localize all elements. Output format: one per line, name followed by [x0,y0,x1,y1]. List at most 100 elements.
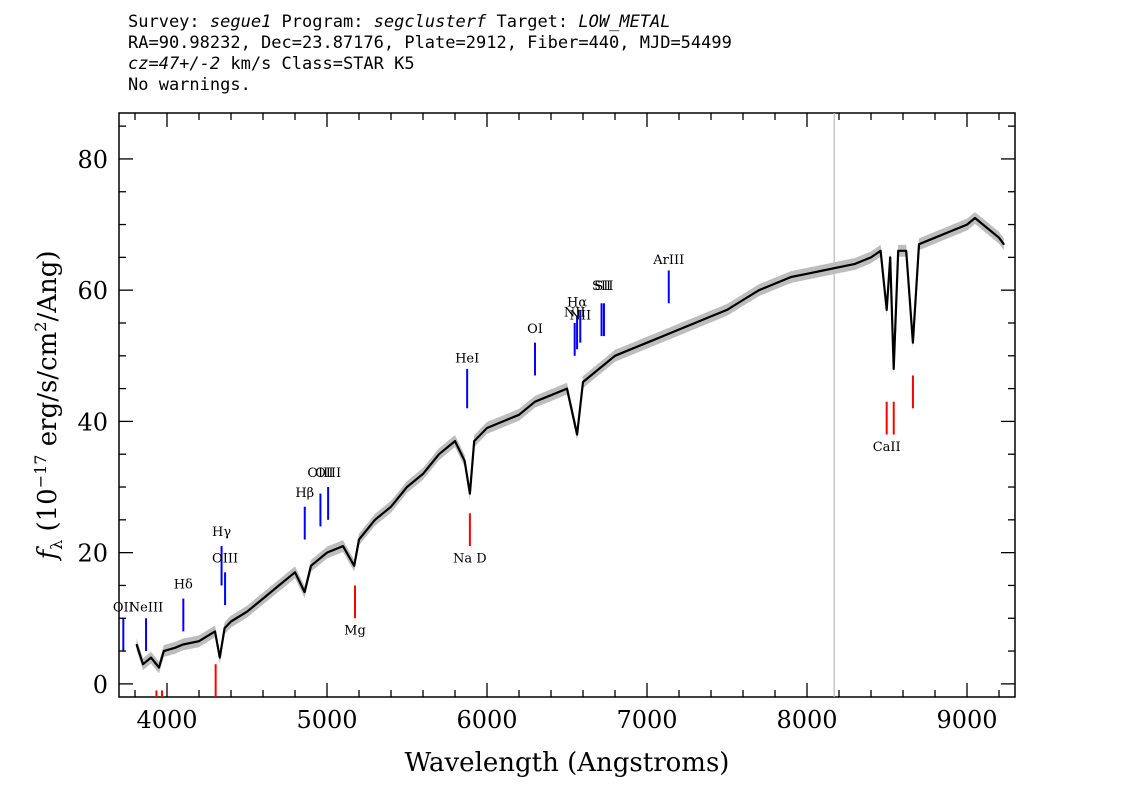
spectrum-point [150,656,152,659]
spectrum-point [576,433,578,436]
spectral-line-label: CaII [873,440,901,455]
program-label: Program: [271,12,374,32]
spectrum-point [374,519,376,521]
spectrum-point [390,505,392,508]
spectrum-point [598,368,600,370]
spectrum-point [246,610,248,613]
y-tick-label: 0 [93,671,108,699]
x-tick-label: 4000 [136,706,197,734]
spectral-line-label: OII [113,601,134,616]
spectrum-point [518,414,520,416]
header-line-4: No warnings. [128,75,251,95]
spectrum-point [174,646,176,649]
spectrum-point [838,266,840,269]
spectrum-point [310,564,312,567]
spectrum-point [294,571,296,574]
spectrum-point [974,217,976,219]
spectrum-point [966,223,968,226]
redshift-value: cz=47+/-2 [128,54,221,74]
spectrum-point [454,440,456,442]
spectrum-point [135,643,138,646]
spectrum-point [892,368,895,370]
spectrum-point [998,236,1000,239]
header-line-2: RA=90.98232, Dec=23.87176, Plate=2912, F… [128,33,732,53]
y-tick-label: 20 [77,540,108,568]
target-label: Target: [486,12,579,32]
spectrum-point [163,650,165,652]
spectral-line-label: HeI [455,351,479,366]
spectrum-point [905,249,907,252]
spectrum-point [885,309,888,311]
spectrum-point [912,341,914,344]
spectrum-point [662,335,664,337]
spectrum-point [214,630,216,633]
spectrum-point [262,597,264,600]
y-tick-label: 40 [77,408,108,436]
spectral-line-label: Hα [567,296,587,311]
x-tick-label: 6000 [456,706,517,734]
spectrum-point [534,400,536,403]
class-value: km/s Class=STAR K5 [220,54,415,74]
x-tick-label: 7000 [616,706,677,734]
spectral-line-label: OI [527,322,543,337]
spectral-lines-layer: OIINeIIIHδHγOIIIHβOIIIOIIIHeIOINIIHαNIIS… [113,253,914,697]
spectrum-point [870,256,872,259]
spectrum-point [326,551,328,554]
x-tick-label: 5000 [296,706,357,734]
spectrum-point [889,256,891,259]
spectrum-point [678,328,680,331]
spectrum-point [502,420,504,423]
spectrum-point [358,538,360,541]
spectrum-point [646,341,648,344]
spectrum-point [918,243,920,246]
spectrum-point [223,627,226,629]
spectrum-point [758,289,760,291]
spectrum-point [422,473,424,475]
target-value: LOW_METAL [578,12,671,32]
x-tick-label: 9000 [936,706,997,734]
spectral-line-label: Na D [453,551,487,566]
spectrum-point [614,354,616,357]
spectrum-point [990,230,992,232]
spectrum-point [473,440,476,442]
spectrum-point [950,230,952,232]
spectral-line-label: NII [569,309,591,324]
spectral-line-label: NeIII [129,601,163,616]
header-line-1: Survey: segue1 Program: segclusterf Targ… [128,12,732,33]
plot-frame [118,112,1016,698]
spectrum-point [934,236,936,239]
spectrum-point [303,591,306,593]
spectrum-point [566,387,568,390]
spectral-line-label: Hγ [212,525,231,540]
header-line-3: cz=47+/-2 km/s Class=STAR K5 [128,54,732,75]
ticks-layer: 4000 5000 6000 7000 8000 9000 0 20 40 60 80 [77,113,1015,734]
spectrum-point [710,315,712,318]
spectral-line-label: ArIII [652,253,684,268]
spectrum-point [342,545,344,547]
spectral-line-label: OIII [307,466,333,481]
spectrum-point [219,656,221,659]
survey-label: Survey: [128,12,210,32]
spectrum-point [406,486,408,488]
spectrum-point [278,584,280,587]
y-tick-label: 60 [77,277,108,305]
spectrum-point [486,427,488,429]
spectrum-point [694,322,696,324]
spectrum-point [469,492,471,495]
spectrum-header: Survey: segue1 Program: segclusterf Targ… [128,12,732,96]
spectral-line-label: Hβ [295,486,314,501]
spectrum-point [230,620,232,623]
spectrum-point [897,249,899,252]
spectrum-point [182,643,184,646]
spectral-line-label: SII [592,279,611,294]
series-layer [135,212,1005,674]
spectrum-point [854,263,856,265]
spectrum-point [806,272,808,275]
spectrum-point [198,640,200,643]
x-axis-title: Wavelength (Angstroms) [405,748,730,778]
spectral-line-label: Mg [344,624,366,639]
spectrum-point [1003,243,1005,246]
spectral-line-label: OIII [315,466,341,481]
program-value: segclusterf [373,12,487,32]
